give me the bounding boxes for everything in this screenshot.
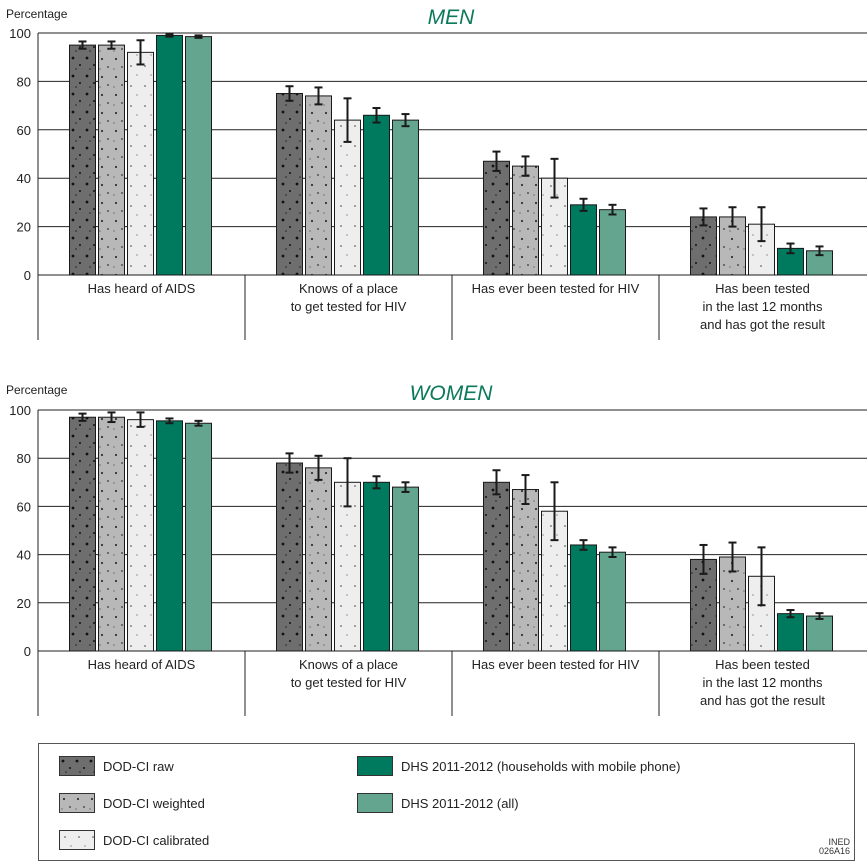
y-tick-label: 60 [17, 123, 31, 138]
bar-dhs-all [392, 486, 419, 652]
legend-item-dhs-all: DHS 2011-2012 (all) [357, 793, 519, 813]
bar-weighted [719, 556, 746, 652]
y-tick-label: 0 [24, 644, 31, 659]
y-tick-label: 80 [17, 451, 31, 466]
bar-dhs-all [599, 551, 626, 652]
legend-item-raw: DOD-CI raw [59, 756, 174, 776]
legend-label-dhs-mobile: DHS 2011-2012 (households with mobile ph… [401, 758, 681, 774]
legend-label-dhs-all: DHS 2011-2012 (all) [401, 795, 519, 811]
legend-item-weighted: DOD-CI weighted [59, 793, 205, 813]
bar-dhs-all [185, 36, 212, 276]
bar-dhs-all [392, 119, 419, 276]
x-category-label: Has heard of AIDS [88, 657, 196, 672]
legend-swatch-calibrated [59, 830, 95, 850]
x-category-label: Has been tested in the last 12 months and … [700, 657, 825, 708]
chart-panel-women: 0 20 40 60 80 100 Percentage WOMEN Has heard of … [6, 382, 867, 716]
legend-swatch-dhs-mobile [357, 756, 393, 776]
credit: INED 026A16 [819, 838, 850, 856]
y-tick-label: 20 [17, 220, 31, 235]
y-axis-label: Percentage [6, 7, 68, 21]
bar-raw [69, 416, 96, 652]
legend-swatch-dhs-all [357, 793, 393, 813]
y-tick-label: 100 [9, 26, 31, 41]
y-tick-label: 100 [9, 403, 31, 418]
bar-calibrated [334, 119, 361, 276]
bar-weighted [98, 44, 125, 276]
x-category-label: Has heard of AIDS [88, 281, 196, 296]
x-category-label: Knows of a place to get tested for HIV [291, 657, 407, 690]
bar-dhs-all [599, 209, 626, 276]
legend: DOD-CI raw DOD-CI weighted DOD-CI calibr… [38, 743, 855, 861]
legend-item-calibrated: DOD-CI calibrated [59, 830, 209, 850]
legend-item-dhs-mobile: DHS 2011-2012 (households with mobile ph… [357, 756, 680, 776]
bar-weighted [98, 416, 125, 652]
legend-label-weighted: DOD-CI weighted [103, 795, 205, 811]
bar-calibrated [334, 481, 361, 652]
legend-label-raw: DOD-CI raw [103, 758, 174, 774]
bar-dhs-mobile [363, 481, 390, 652]
x-category-label: Has been tested in the last 12 months and … [700, 281, 825, 332]
bar-dhs-mobile [777, 613, 804, 652]
y-tick-label: 20 [17, 596, 31, 611]
y-tick-label: 60 [17, 499, 31, 514]
bar-weighted [305, 95, 332, 276]
bar-dhs-mobile [363, 114, 390, 276]
bar-raw [69, 44, 96, 276]
bar-weighted [305, 467, 332, 652]
bar-dhs-mobile [570, 544, 597, 652]
bar-raw [483, 160, 510, 276]
legend-label-calibrated: DOD-CI calibrated [103, 832, 210, 848]
x-category-label: Has ever been tested for HIV [472, 657, 640, 672]
bar-dhs-mobile [570, 204, 597, 276]
y-tick-label: 40 [17, 548, 31, 563]
legend-swatch-raw [59, 756, 95, 776]
credit-line-1: INED [828, 837, 850, 847]
y-tick-label: 0 [24, 268, 31, 283]
y-axis-label: Percentage [6, 383, 68, 397]
bar-weighted [512, 489, 539, 652]
bar-dhs-all [185, 422, 212, 652]
chart-title: MEN [428, 6, 476, 29]
bar-weighted [512, 165, 539, 276]
bar-raw [276, 462, 303, 652]
x-category-label: Has ever been tested for HIV [472, 281, 640, 296]
legend-swatch-weighted [59, 793, 95, 813]
bar-calibrated [127, 419, 154, 652]
y-tick-label: 40 [17, 171, 31, 186]
bar-dhs-all [806, 615, 833, 652]
y-tick-label: 80 [17, 74, 31, 89]
chart-title: WOMEN [410, 382, 494, 405]
bar-raw [483, 481, 510, 652]
x-category-label: Knows of a place to get tested for HIV [291, 281, 407, 314]
credit-line-2: 026A16 [818, 846, 850, 856]
bar-calibrated [127, 51, 154, 276]
bar-dhs-mobile [156, 420, 183, 652]
bar-raw [276, 93, 303, 276]
chart-panel-men: 0 20 40 60 80 100 Percentage MEN Has heard of AI… [6, 6, 867, 340]
bar-dhs-mobile [156, 34, 183, 276]
